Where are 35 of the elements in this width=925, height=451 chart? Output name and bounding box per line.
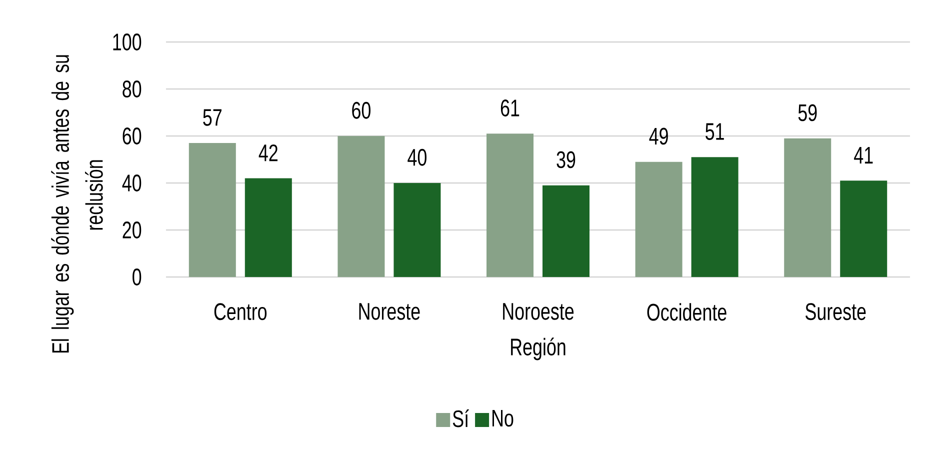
bar [486,134,534,277]
y-tick-label: 100 [113,34,142,50]
data-label: 39 [556,151,576,168]
bar [840,180,888,277]
bar [542,185,590,277]
data-label: 57 [203,109,222,126]
x-axis-title: Región [511,338,566,360]
bar [188,143,236,277]
x-tick-label: Noreste [359,303,420,320]
legend-label: No [492,410,514,427]
bar [394,183,441,277]
y-axis-title: El lugar es dónde vivía antes de su reclusión [51,55,103,353]
x-tick-label: Sureste [806,303,866,320]
bar [338,136,385,277]
y-tick-label: 40 [122,174,142,192]
data-label: 49 [649,128,668,145]
y-tick-label: 0 [132,268,142,286]
bar [691,157,738,277]
x-tick-label: Centro [214,303,267,320]
data-label: 40 [408,148,426,166]
legend-label: Sí [452,409,469,428]
data-label: 59 [798,104,817,122]
data-label: 41 [854,147,873,164]
y-tick-label: 80 [122,80,142,98]
bar [244,178,292,277]
x-tick-label: Noroeste [503,303,574,320]
bar [784,138,832,277]
y-tick-label: 60 [122,128,142,144]
data-label: 51 [706,123,724,140]
data-label: 61 [500,100,520,116]
x-tick-label: Occidente [647,303,726,321]
data-label: 42 [258,144,278,162]
y-tick-label: 20 [122,222,142,238]
bar [635,162,682,277]
data-label: 60 [352,102,370,119]
